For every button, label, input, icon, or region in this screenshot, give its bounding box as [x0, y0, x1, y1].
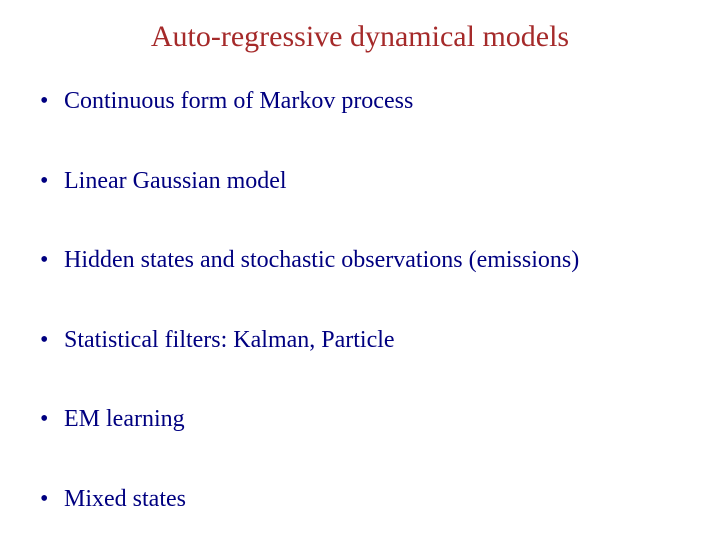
- bullet-list: Continuous form of Markov process Linear…: [40, 88, 680, 514]
- list-item: Hidden states and stochastic observation…: [40, 247, 680, 275]
- slide-title: Auto-regressive dynamical models: [40, 20, 680, 54]
- list-item: Linear Gaussian model: [40, 168, 680, 196]
- list-item: EM learning: [40, 406, 680, 434]
- list-item: Statistical filters: Kalman, Particle: [40, 327, 680, 355]
- list-item: Continuous form of Markov process: [40, 88, 680, 116]
- list-item: Mixed states: [40, 486, 680, 514]
